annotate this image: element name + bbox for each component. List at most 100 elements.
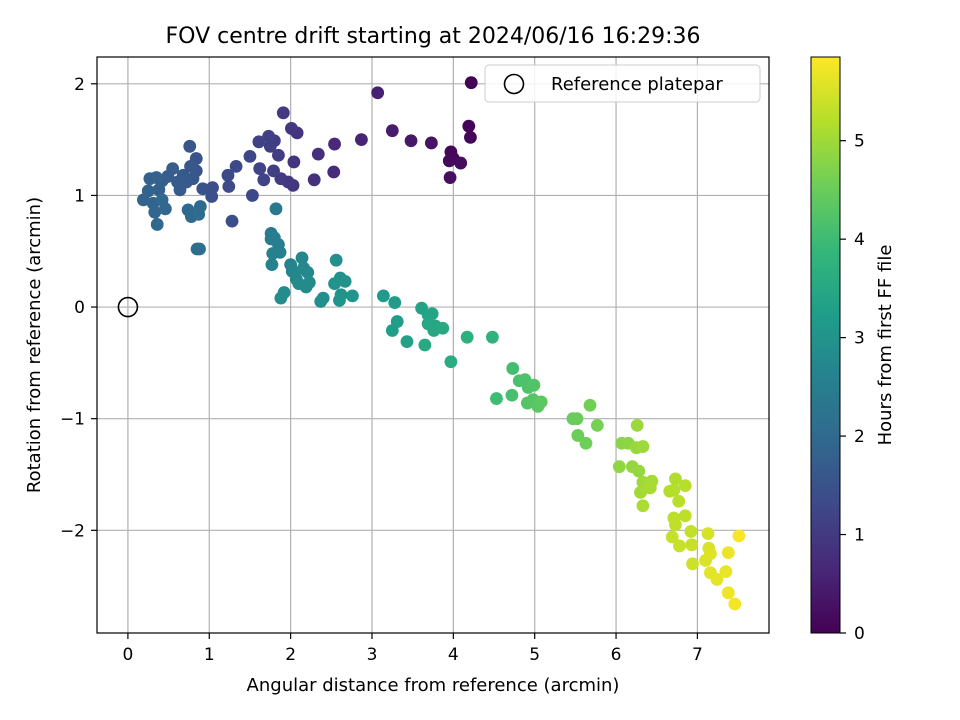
data-point — [672, 494, 686, 508]
x-axis-label: Angular distance from reference (arcmin) — [247, 675, 620, 696]
colorbar-tick-label: 1 — [854, 526, 865, 546]
reference-marker-group — [117, 296, 139, 318]
data-point — [229, 159, 243, 173]
data-point — [307, 173, 321, 187]
data-point — [262, 129, 276, 143]
data-point — [424, 136, 438, 150]
data-point — [152, 183, 166, 197]
data-point — [579, 436, 593, 450]
data-point — [205, 190, 219, 203]
data-point — [643, 481, 657, 495]
data-point — [192, 207, 206, 221]
data-point — [721, 586, 735, 600]
data-point — [684, 525, 698, 538]
data-point — [196, 182, 210, 196]
data-point — [732, 529, 746, 543]
y-tick-label: 2 — [74, 75, 85, 95]
data-point — [225, 214, 239, 228]
legend-label: Reference platepar — [551, 74, 723, 95]
data-point — [400, 335, 414, 349]
data-point — [193, 242, 206, 256]
data-point — [721, 546, 735, 560]
y-tick-label: 1 — [74, 186, 85, 206]
data-point — [669, 518, 682, 532]
chart-title: FOV centre drift starting at 2024/06/16 … — [166, 24, 701, 49]
x-tick-label: 2 — [285, 645, 296, 665]
data-point — [534, 395, 548, 409]
data-point — [678, 509, 692, 523]
data-point — [673, 539, 686, 553]
legend-box — [484, 64, 761, 103]
grid — [97, 57, 769, 633]
data-point — [150, 218, 164, 231]
data-point — [506, 362, 520, 375]
colorbar — [810, 56, 841, 634]
colorbar-tick-label: 4 — [854, 230, 865, 250]
data-point — [274, 291, 288, 305]
data-point — [710, 573, 724, 586]
data-point — [287, 155, 301, 169]
data-point — [570, 412, 584, 426]
colorbar-label: Hours from first FF file — [875, 245, 896, 446]
data-point — [728, 597, 742, 611]
data-point — [301, 266, 315, 279]
data-point — [155, 193, 169, 207]
data-point — [328, 137, 341, 151]
data-point — [571, 429, 585, 442]
data-point — [257, 173, 271, 187]
data-point — [263, 139, 277, 153]
x-tick-label: 6 — [611, 645, 622, 665]
y-axis-label: Rotation from reference (arcmin) — [24, 197, 45, 493]
data-point — [243, 149, 257, 163]
data-point — [292, 277, 306, 291]
data-point — [490, 392, 503, 405]
y-tick-label: −1 — [60, 410, 85, 430]
data-point — [148, 205, 162, 219]
data-point — [295, 251, 309, 265]
x-tick-label: 1 — [204, 645, 215, 665]
data-point — [338, 274, 352, 288]
data-point — [704, 547, 717, 561]
data-point — [685, 538, 699, 552]
data-point — [143, 172, 157, 186]
data-point — [376, 289, 390, 303]
data-point — [333, 293, 346, 307]
data-point — [590, 418, 604, 432]
reference-platepar-marker — [117, 296, 139, 318]
data-point — [464, 76, 478, 90]
x-tick-label: 4 — [448, 645, 459, 665]
legend: Reference platepar — [484, 64, 761, 103]
y-tick-label: 0 — [74, 298, 85, 318]
data-point — [245, 189, 259, 202]
y-tick-label: −2 — [60, 521, 85, 541]
data-point — [136, 193, 150, 207]
data-point — [719, 565, 733, 579]
data-point — [444, 355, 458, 369]
data-point — [371, 86, 385, 100]
data-point — [388, 296, 402, 309]
x-tick-label: 0 — [123, 645, 134, 665]
data-point — [252, 135, 266, 149]
data-point — [253, 162, 267, 176]
data-point — [701, 527, 715, 541]
legend-reference-marker — [503, 73, 525, 95]
data-point — [385, 124, 399, 138]
data-point — [485, 330, 499, 344]
data-point — [425, 307, 439, 321]
data-point — [276, 106, 290, 120]
colorbar-ticks: 0 1 2 3 4 5 — [840, 132, 865, 644]
colorbar-tick-label: 5 — [854, 132, 865, 152]
data-point — [636, 499, 650, 513]
data-point — [385, 324, 399, 337]
data-point — [436, 321, 450, 335]
data-point — [442, 154, 456, 168]
data-point — [183, 139, 197, 153]
y-axis-ticks: −2 −1 0 1 2 — [60, 75, 97, 541]
data-point — [612, 460, 626, 474]
data-point — [686, 557, 699, 571]
x-tick-label: 3 — [367, 645, 378, 665]
x-tick-label: 7 — [692, 645, 703, 665]
data-point — [418, 338, 432, 352]
data-point — [311, 147, 325, 161]
